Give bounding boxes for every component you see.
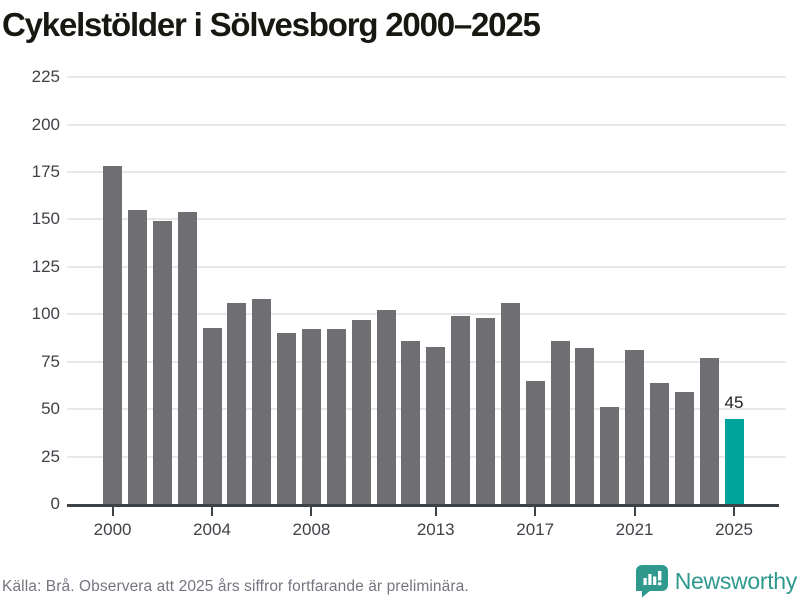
newsworthy-wordmark: Newsworthy bbox=[674, 567, 798, 594]
x-axis-label-2004: 2004 bbox=[193, 520, 231, 539]
bar-2004 bbox=[202, 327, 222, 504]
x-tick-2021 bbox=[633, 507, 636, 516]
y-axis-label-225: 225 bbox=[31, 67, 60, 87]
x-axis-label-2017: 2017 bbox=[516, 520, 555, 539]
newsworthy-logo: Newsworthy bbox=[635, 563, 798, 599]
y-axis-label-125: 125 bbox=[31, 256, 60, 276]
bar-2008 bbox=[301, 329, 321, 504]
bar-2020 bbox=[600, 407, 620, 504]
y-axis-label-200: 200 bbox=[31, 114, 60, 134]
x-tick-2004 bbox=[211, 507, 214, 516]
chart-title: Cykelstölder i Sölvesborg 2000–2025 bbox=[2, 6, 541, 43]
bar-2014 bbox=[451, 316, 471, 504]
bar-2018 bbox=[550, 340, 570, 504]
y-axis-label-50: 50 bbox=[41, 399, 60, 419]
gridline-200 bbox=[67, 123, 786, 126]
y-axis-label-25: 25 bbox=[41, 446, 60, 466]
bar-2025 bbox=[724, 418, 744, 504]
bar-2003 bbox=[177, 211, 197, 504]
bar-2002 bbox=[152, 221, 172, 504]
x-axis-label-2025: 2025 bbox=[715, 520, 753, 539]
gridline-150 bbox=[67, 218, 786, 221]
y-axis-label-75: 75 bbox=[41, 351, 60, 371]
y-axis-label-150: 150 bbox=[31, 209, 60, 229]
bar-2023 bbox=[674, 392, 694, 504]
bar-2019 bbox=[575, 348, 595, 504]
bar-2006 bbox=[252, 299, 272, 504]
y-axis-label-0: 0 bbox=[50, 494, 60, 513]
gridline-225 bbox=[67, 76, 786, 79]
bar-2017 bbox=[525, 380, 545, 504]
bar-2016 bbox=[500, 302, 520, 504]
bar-2007 bbox=[277, 333, 297, 504]
source-note: Källa: Brå. Observera att 2025 års siffr… bbox=[2, 578, 469, 595]
bar-2015 bbox=[475, 318, 495, 504]
newsworthy-logo-icon bbox=[635, 564, 668, 598]
highlight-value-label: 45 bbox=[724, 392, 744, 412]
x-tick-2000 bbox=[111, 507, 114, 516]
x-tick-2017 bbox=[534, 507, 537, 516]
bar-2011 bbox=[376, 310, 396, 504]
bar-2000 bbox=[103, 166, 123, 504]
bar-2021 bbox=[625, 350, 645, 504]
y-axis-label-100: 100 bbox=[31, 304, 60, 324]
bar-2024 bbox=[699, 357, 719, 504]
bar-2001 bbox=[127, 209, 147, 504]
gridline-175 bbox=[67, 170, 786, 173]
bar-2010 bbox=[351, 319, 371, 504]
x-tick-2013 bbox=[434, 507, 437, 516]
bar-2009 bbox=[326, 329, 346, 504]
x-axis-label-2013: 2013 bbox=[416, 520, 455, 539]
x-tick-2025 bbox=[733, 507, 736, 516]
bar-2005 bbox=[227, 302, 247, 504]
x-axis-label-2021: 2021 bbox=[615, 520, 654, 539]
bar-2013 bbox=[426, 346, 446, 504]
x-axis-line bbox=[67, 504, 779, 507]
x-axis-label-2008: 2008 bbox=[292, 520, 331, 539]
gridline-125 bbox=[67, 265, 786, 268]
x-axis-label-2000: 2000 bbox=[93, 520, 132, 539]
bar-2022 bbox=[649, 382, 669, 504]
y-axis-label-175: 175 bbox=[31, 161, 60, 181]
gridline-100 bbox=[67, 313, 786, 316]
x-tick-2008 bbox=[310, 507, 313, 516]
bar-2012 bbox=[401, 340, 421, 504]
